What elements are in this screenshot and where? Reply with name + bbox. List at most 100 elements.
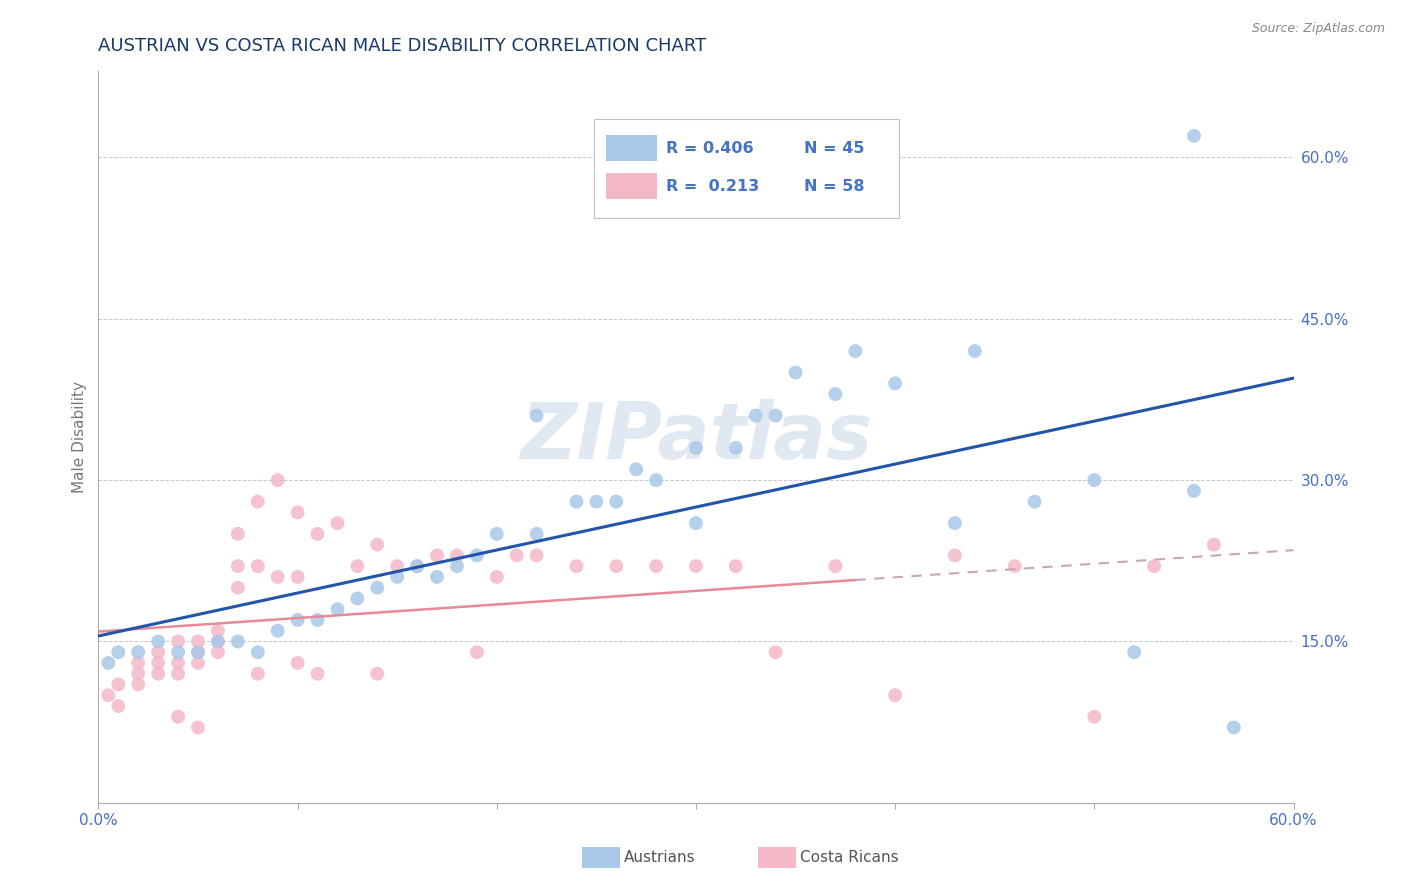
Point [585,494,607,508]
Point [406,559,429,574]
Point [346,559,368,574]
Point [526,527,548,541]
Point [97,688,120,702]
Point [246,645,269,659]
Point [685,516,707,530]
Point [366,538,388,552]
Point [565,494,588,508]
Point [724,441,747,455]
FancyBboxPatch shape [606,135,657,161]
Point [1024,494,1046,508]
Point [1004,559,1026,574]
Point [107,677,129,691]
Text: R = 0.406: R = 0.406 [666,141,754,156]
Point [97,656,120,670]
Point [943,549,966,563]
Point [127,666,149,681]
Point [765,409,787,423]
Point [226,634,249,648]
Point [346,591,368,606]
Point [765,645,787,659]
Text: N = 45: N = 45 [804,141,865,156]
Point [884,688,907,702]
Point [226,559,249,574]
FancyBboxPatch shape [595,119,900,218]
Point [1123,645,1146,659]
Point [565,559,588,574]
Point [267,473,290,487]
Point [307,527,329,541]
Point [287,505,309,519]
Point [406,559,429,574]
Point [426,549,449,563]
Point [485,527,508,541]
Point [526,409,548,423]
Y-axis label: Male Disability: Male Disability [72,381,87,493]
Text: ZIPatlas: ZIPatlas [520,399,872,475]
Point [824,387,846,401]
Point [506,549,529,563]
Point [884,376,907,391]
Point [287,613,309,627]
Point [943,516,966,530]
Point [187,645,209,659]
Point [385,570,409,584]
Point [824,559,846,574]
Point [127,645,149,659]
Point [326,516,349,530]
Point [207,645,229,659]
Point [1143,559,1166,574]
Text: Source: ZipAtlas.com: Source: ZipAtlas.com [1251,22,1385,36]
Point [148,645,170,659]
Point [385,559,409,574]
Point [148,634,170,648]
Text: Costa Ricans: Costa Ricans [800,850,898,864]
Point [465,645,488,659]
Point [167,666,190,681]
Point [745,409,768,423]
Point [167,634,190,648]
Point [167,645,190,659]
Point [685,559,707,574]
Point [605,559,627,574]
Point [645,559,668,574]
Point [207,624,229,638]
Point [226,581,249,595]
Point [724,559,747,574]
Point [167,656,190,670]
Point [446,549,468,563]
Point [187,645,209,659]
Point [785,366,807,380]
Point [326,602,349,616]
Point [127,656,149,670]
Point [226,527,249,541]
Text: R =  0.213: R = 0.213 [666,178,759,194]
Point [605,494,627,508]
Point [207,634,229,648]
Point [426,570,449,584]
Point [207,634,229,648]
Point [148,666,170,681]
Text: N = 58: N = 58 [804,178,865,194]
Point [645,473,668,487]
Point [1223,721,1246,735]
Point [246,559,269,574]
Point [267,570,290,584]
Point [127,677,149,691]
Point [246,494,269,508]
Point [107,645,129,659]
FancyBboxPatch shape [606,173,657,199]
Point [1182,128,1205,143]
Point [1182,483,1205,498]
Point [187,721,209,735]
Text: Austrians: Austrians [624,850,696,864]
Point [446,559,468,574]
Point [287,656,309,670]
Point [307,666,329,681]
Point [1083,473,1105,487]
Point [626,462,648,476]
Point [1083,710,1105,724]
Point [1202,538,1225,552]
Point [107,698,129,713]
Text: AUSTRIAN VS COSTA RICAN MALE DISABILITY CORRELATION CHART: AUSTRIAN VS COSTA RICAN MALE DISABILITY … [98,37,707,54]
